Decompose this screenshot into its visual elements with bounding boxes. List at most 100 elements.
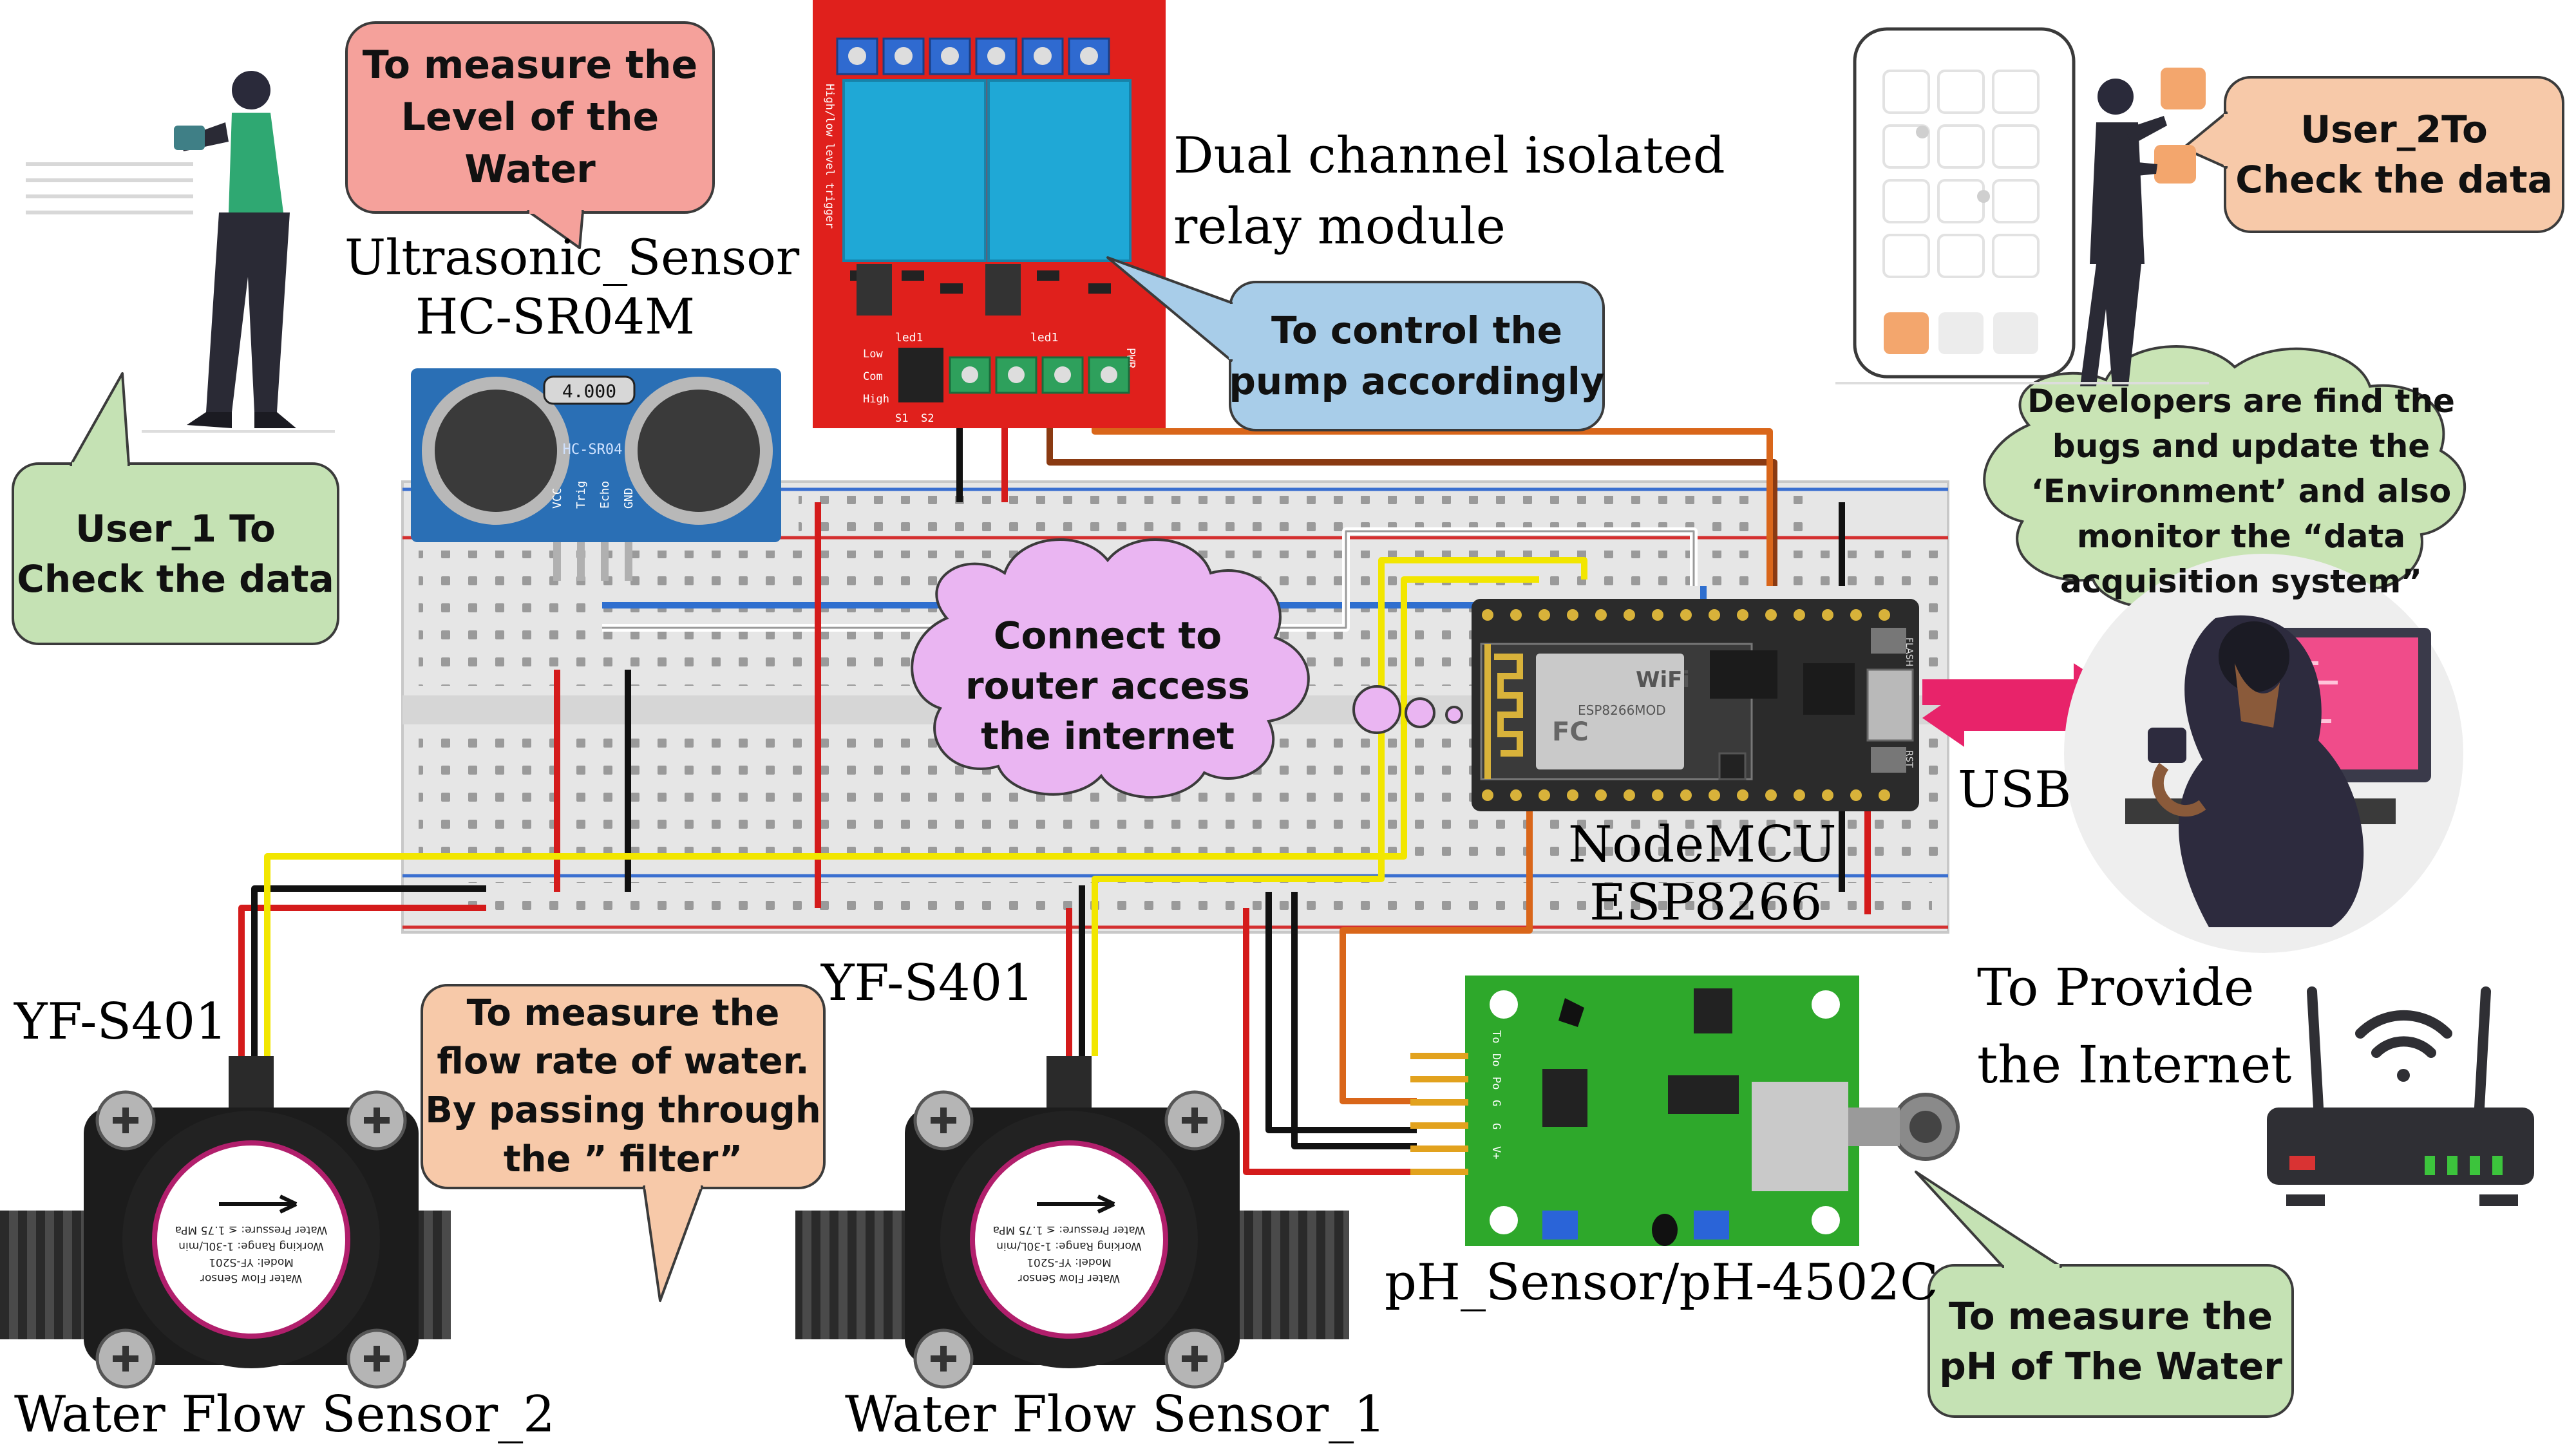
user2-line: User_2To bbox=[2300, 107, 2488, 151]
nodemcu-header-pin bbox=[1765, 609, 1777, 621]
ph-pin-label: To bbox=[1490, 1030, 1502, 1043]
callout-internet-text: Connect to router access the internet bbox=[927, 596, 1288, 776]
nodemcu-header-pin bbox=[1539, 609, 1550, 621]
user1-line: User_1 To bbox=[75, 506, 276, 551]
flow-sensor-screw-slot bbox=[113, 1108, 138, 1133]
ph-header-pin bbox=[1410, 1122, 1468, 1129]
phone-app-tile bbox=[1992, 70, 2040, 114]
nodemcu-header-pin bbox=[1510, 609, 1522, 621]
ph-pin-label: Po bbox=[1490, 1077, 1502, 1089]
ultrasonic-sensor: 4.000 HC-SR04 VCC Trig Echo GND bbox=[411, 368, 781, 581]
nodemcu-rst-text: RST bbox=[1904, 750, 1914, 768]
relay-smd-part bbox=[940, 283, 963, 294]
ultrasonic-name-line1: Ultrasonic_Sensor bbox=[345, 229, 800, 286]
dial1-l3: Working Range: 1-30L/min bbox=[996, 1240, 1142, 1252]
wire-fs2-vcc bbox=[238, 905, 486, 1056]
internet-line: the internet bbox=[981, 714, 1235, 759]
ultrasonic-chip-label: HC-SR04 bbox=[563, 442, 623, 458]
flow-sensor-screw-slot bbox=[364, 1108, 390, 1133]
router-label-line2: the Internet bbox=[1977, 1035, 2292, 1095]
relay-jumper-label: Low bbox=[863, 348, 883, 361]
nodemcu-header-pin bbox=[1652, 609, 1663, 621]
relay-jumper-label: Com bbox=[863, 370, 883, 383]
pump-line: pump accordingly bbox=[1229, 359, 1605, 403]
nodemcu-header-pin bbox=[1709, 609, 1720, 621]
ph-line: pH of The Water bbox=[1939, 1344, 2282, 1388]
pump-line: To control the bbox=[1271, 308, 1563, 353]
nodemcu-header-pin bbox=[1879, 609, 1890, 621]
nodemcu-name-line2: ESP8266 bbox=[1589, 874, 1823, 932]
ultrasonic-pin-label: GND bbox=[622, 487, 636, 509]
relay-module: High/low level trigger led1 led1 PWR Low… bbox=[813, 0, 1166, 428]
nodemcu-header-pin bbox=[1595, 789, 1607, 801]
relay-input-screw bbox=[1008, 366, 1025, 383]
ultrasonic-pin bbox=[577, 542, 585, 581]
nodemcu-header-pin bbox=[1794, 609, 1805, 621]
callout-ph bbox=[1915, 1171, 2294, 1418]
flow-sensor-screw-slot bbox=[364, 1346, 390, 1372]
user1-line: Check the data bbox=[17, 557, 334, 601]
ultrasonic-pin bbox=[553, 542, 561, 581]
wire-ph-g1 bbox=[1265, 892, 1417, 1133]
nodemcu-header-pin bbox=[1850, 609, 1862, 621]
callout-water-level bbox=[345, 21, 715, 249]
flow-sensor-2-model: YF-S401 bbox=[14, 993, 227, 1051]
nodemcu-header-pin bbox=[1850, 789, 1862, 801]
flow-sensor-1-name: Water Flow Sensor_1 bbox=[845, 1386, 1386, 1444]
relay-smd-part bbox=[1037, 270, 1059, 281]
wire-ph-g2 bbox=[1291, 892, 1417, 1149]
relay-name-line1: Dual channel isolated bbox=[1173, 127, 1725, 185]
phone-app-tile bbox=[1882, 124, 1930, 169]
callout-user2 bbox=[2182, 76, 2564, 233]
flow-sensor-2 bbox=[0, 1056, 451, 1389]
nodemcu-chip-text: ESP8266MOD bbox=[1578, 702, 1666, 718]
flow-line: flow rate of water. bbox=[437, 1041, 810, 1083]
dial1-l1: Water Flow Sensor bbox=[1018, 1272, 1120, 1285]
flow-line: the ” filter” bbox=[503, 1138, 743, 1180]
flow-sensor-screw-slot bbox=[931, 1108, 956, 1133]
ultrasonic-pin-label: Echo bbox=[598, 481, 612, 509]
ph-header-pin bbox=[1410, 1099, 1468, 1106]
callout-flow bbox=[421, 984, 826, 1302]
usb-arrows bbox=[1922, 663, 2119, 747]
nodemcu-header-pin bbox=[1567, 789, 1578, 801]
user2-phone-illustration bbox=[1835, 27, 2209, 386]
ph-sensor-board: To Do Po G G V+ bbox=[1410, 976, 1960, 1246]
relay-terminal-screw bbox=[895, 47, 913, 65]
callout-ph-text: To measure the pH of The Water bbox=[1929, 1267, 2293, 1415]
dial1-l4: Water Pressure: ≤ 1.75 MPa bbox=[993, 1223, 1146, 1236]
nodemcu-wifi-text: WiFi bbox=[1636, 667, 1690, 693]
nodemcu-board: WiFi ESP8266MOD FC FLASH RST bbox=[1472, 599, 1919, 811]
flow-dial-1-text: Water Flow Sensor Model: YF-S201 Working… bbox=[993, 1194, 1146, 1285]
callout-user1 bbox=[12, 372, 339, 645]
dial1-l2: Model: YF-S201 bbox=[1027, 1256, 1112, 1268]
flow-dial-2-text: Water Flow Sensor Model: YF-S201 Working… bbox=[175, 1194, 327, 1285]
phone-app-tile bbox=[1882, 70, 1930, 114]
relay-input-screw bbox=[961, 366, 978, 383]
dial2-l2: Model: YF-S201 bbox=[209, 1256, 294, 1268]
phone-app-tile bbox=[1882, 234, 1930, 278]
nodemcu-header-pin bbox=[1822, 789, 1833, 801]
ph-pin-label: G bbox=[1490, 1100, 1502, 1106]
nodemcu-header-pin bbox=[1482, 789, 1493, 801]
nodemcu-header-pin bbox=[1737, 789, 1748, 801]
nodemcu-header-pin bbox=[1567, 609, 1578, 621]
relay-terminal-screw bbox=[941, 47, 959, 65]
callout-user1-text: User_1 To Check the data bbox=[13, 467, 338, 641]
ph-header-pin bbox=[1410, 1146, 1468, 1152]
relay-smd-part bbox=[902, 270, 924, 281]
nodemcu-header-pin bbox=[1765, 789, 1777, 801]
flow-sensor-screw-slot bbox=[1182, 1346, 1208, 1372]
nodemcu-header-pin bbox=[1680, 609, 1692, 621]
relay-terminal-screw bbox=[1080, 47, 1098, 65]
wifi-icon bbox=[2355, 1010, 2452, 1082]
developers-line: monitor the “data bbox=[2076, 517, 2406, 555]
router-label-line1: To Provide bbox=[1977, 957, 2255, 1017]
cloud-internet bbox=[911, 538, 1463, 799]
ultrasonic-display: 4.000 bbox=[562, 381, 616, 402]
developer-laptop-illustration bbox=[2064, 554, 2463, 953]
ph-pin-label: Do bbox=[1490, 1053, 1502, 1066]
ultrasonic-pin bbox=[625, 542, 632, 581]
ph-pin-label: G bbox=[1490, 1123, 1502, 1129]
nodemcu-header-pin bbox=[1595, 609, 1607, 621]
